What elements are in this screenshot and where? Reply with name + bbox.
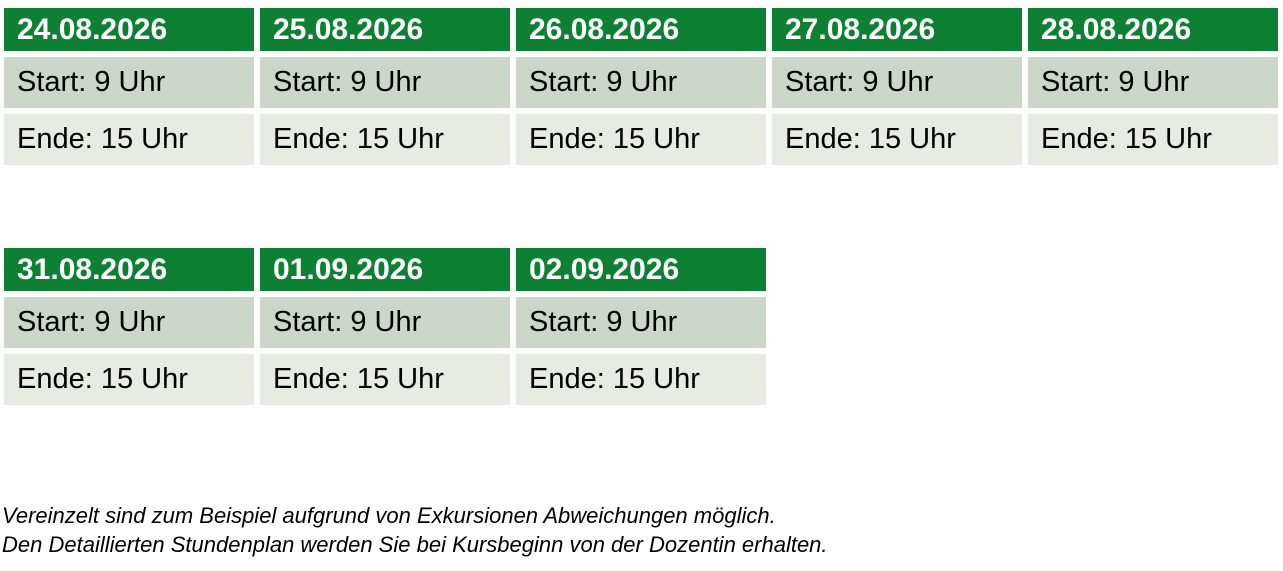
- day-column: 01.09.2026 Start: 9 Uhr Ende: 15 Uhr: [260, 248, 510, 405]
- day-column: 27.08.2026 Start: 9 Uhr Ende: 15 Uhr: [772, 8, 1022, 165]
- date-header-cell: 26.08.2026: [516, 8, 766, 51]
- day-column: 28.08.2026 Start: 9 Uhr Ende: 15 Uhr: [1028, 8, 1278, 165]
- day-column: 31.08.2026 Start: 9 Uhr Ende: 15 Uhr: [4, 248, 254, 405]
- day-column: 24.08.2026 Start: 9 Uhr Ende: 15 Uhr: [4, 8, 254, 165]
- date-header-cell: 28.08.2026: [1028, 8, 1278, 51]
- schedule-table-week-1: 24.08.2026 Start: 9 Uhr Ende: 15 Uhr 25.…: [4, 8, 1283, 165]
- start-time-cell: Start: 9 Uhr: [516, 297, 766, 348]
- note-line-2: Den Detaillierten Stundenplan werden Sie…: [2, 532, 828, 557]
- day-column: 02.09.2026 Start: 9 Uhr Ende: 15 Uhr: [516, 248, 766, 405]
- end-time-cell: Ende: 15 Uhr: [260, 114, 510, 165]
- date-header-cell: 02.09.2026: [516, 248, 766, 291]
- day-column: 26.08.2026 Start: 9 Uhr Ende: 15 Uhr: [516, 8, 766, 165]
- start-time-cell: Start: 9 Uhr: [516, 57, 766, 108]
- end-time-cell: Ende: 15 Uhr: [516, 114, 766, 165]
- date-header-cell: 31.08.2026: [4, 248, 254, 291]
- end-time-cell: Ende: 15 Uhr: [4, 114, 254, 165]
- start-time-cell: Start: 9 Uhr: [1028, 57, 1278, 108]
- start-time-cell: Start: 9 Uhr: [260, 297, 510, 348]
- start-time-cell: Start: 9 Uhr: [4, 297, 254, 348]
- end-time-cell: Ende: 15 Uhr: [260, 354, 510, 405]
- end-time-cell: Ende: 15 Uhr: [4, 354, 254, 405]
- end-time-cell: Ende: 15 Uhr: [516, 354, 766, 405]
- end-time-cell: Ende: 15 Uhr: [1028, 114, 1278, 165]
- date-header-cell: 01.09.2026: [260, 248, 510, 291]
- date-header-cell: 24.08.2026: [4, 8, 254, 51]
- end-time-cell: Ende: 15 Uhr: [772, 114, 1022, 165]
- start-time-cell: Start: 9 Uhr: [4, 57, 254, 108]
- start-time-cell: Start: 9 Uhr: [772, 57, 1022, 108]
- date-header-cell: 25.08.2026: [260, 8, 510, 51]
- note-line-1: Vereinzelt sind zum Beispiel aufgrund vo…: [2, 503, 776, 528]
- footnotes: Vereinzelt sind zum Beispiel aufgrund vo…: [2, 501, 1283, 559]
- day-column: 25.08.2026 Start: 9 Uhr Ende: 15 Uhr: [260, 8, 510, 165]
- date-header-cell: 27.08.2026: [772, 8, 1022, 51]
- schedule-table-week-2: 31.08.2026 Start: 9 Uhr Ende: 15 Uhr 01.…: [4, 248, 1283, 405]
- start-time-cell: Start: 9 Uhr: [260, 57, 510, 108]
